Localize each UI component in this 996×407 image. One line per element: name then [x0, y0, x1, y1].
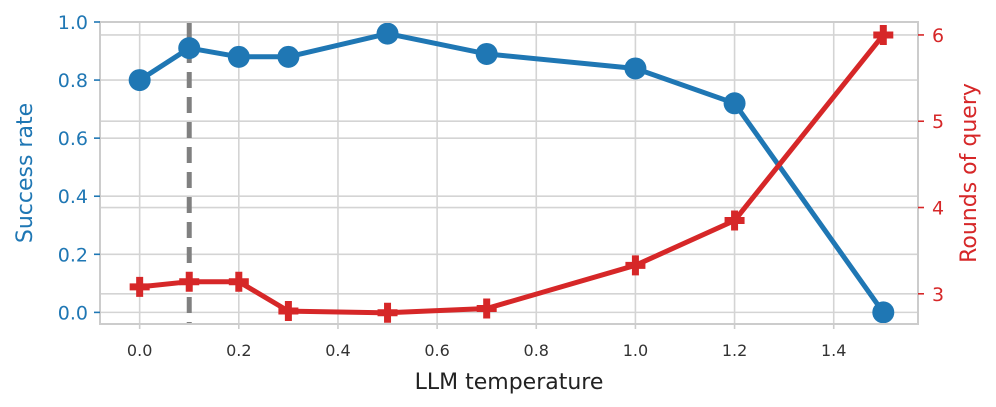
- series-1-point: [625, 255, 646, 276]
- series-1-point: [179, 271, 200, 292]
- series-0-point: [872, 301, 895, 324]
- series-1-point: [129, 276, 150, 297]
- series-1-point: [476, 298, 497, 319]
- series-1-point: [724, 210, 745, 231]
- series-0-point: [376, 22, 399, 45]
- series-1-point: [228, 271, 249, 292]
- right-tick-label: 6: [932, 25, 944, 47]
- series-0-point: [475, 42, 498, 65]
- series-1-point: [377, 302, 398, 323]
- right-tick-label: 4: [932, 198, 944, 220]
- left-tick-label: 1.0: [58, 12, 88, 34]
- left-tick-label: 0.0: [58, 302, 88, 324]
- series-0-point: [128, 69, 151, 92]
- series-0-point: [227, 45, 250, 68]
- x-tick-label: 1.0: [623, 341, 648, 360]
- right-axis-ticks: 3 4 5 6: [918, 25, 944, 306]
- x-tick-label: 0.4: [325, 341, 350, 360]
- series-0-point: [723, 92, 746, 115]
- series-1-point: [873, 24, 894, 45]
- left-axis-label: Success rate: [13, 103, 38, 243]
- series-0-point: [178, 37, 201, 60]
- x-tick-label: 1.4: [821, 341, 846, 360]
- plot-background: [100, 22, 918, 324]
- x-tick-label: 0.0: [127, 341, 152, 360]
- left-tick-label: 0.2: [58, 244, 88, 266]
- left-axis-ticks: 0.0 0.2 0.4 0.6 0.8 1.0: [58, 12, 100, 324]
- right-tick-label: 3: [932, 284, 944, 306]
- x-axis-ticks: 0.0 0.2 0.4 0.6 0.8 1.0 1.2 1.4: [127, 324, 846, 360]
- series-layer: [128, 22, 895, 324]
- series-1-point: [278, 301, 299, 322]
- x-tick-label: 0.8: [524, 341, 549, 360]
- x-axis-label: LLM temperature: [415, 370, 604, 395]
- right-tick-label: 5: [932, 111, 944, 133]
- right-axis-label: Rounds of query: [957, 83, 982, 263]
- series-0-point: [624, 57, 647, 80]
- x-tick-label: 0.2: [226, 341, 251, 360]
- plot-frame: [99, 21, 919, 325]
- x-tick-label: 0.6: [424, 341, 449, 360]
- left-tick-label: 0.8: [58, 70, 88, 92]
- series-0-point: [277, 45, 300, 68]
- left-tick-label: 0.4: [58, 186, 88, 208]
- left-tick-label: 0.6: [58, 128, 88, 150]
- x-tick-label: 1.2: [722, 341, 747, 360]
